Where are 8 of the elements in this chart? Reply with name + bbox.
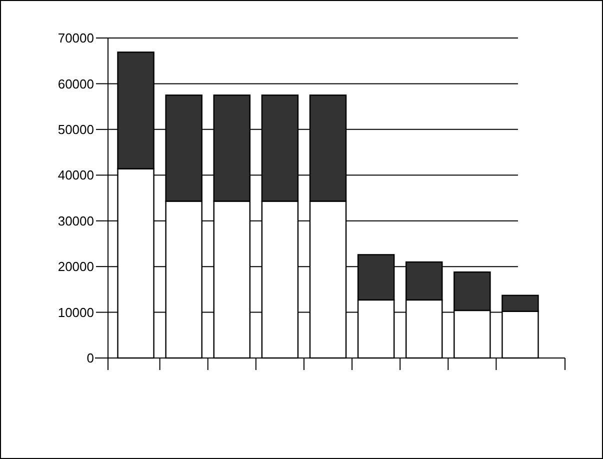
y-tick-label: 10000 <box>58 304 94 320</box>
y-tick-label: 20000 <box>58 259 94 274</box>
y-tick-label: 70000 <box>58 30 94 46</box>
y-tick-label: 60000 <box>58 76 94 92</box>
y-tick-label: 0 <box>86 350 94 366</box>
y-tick-label: 40000 <box>58 168 94 183</box>
y-tick-label: 30000 <box>58 213 94 228</box>
y-tick-label: 50000 <box>58 122 94 137</box>
